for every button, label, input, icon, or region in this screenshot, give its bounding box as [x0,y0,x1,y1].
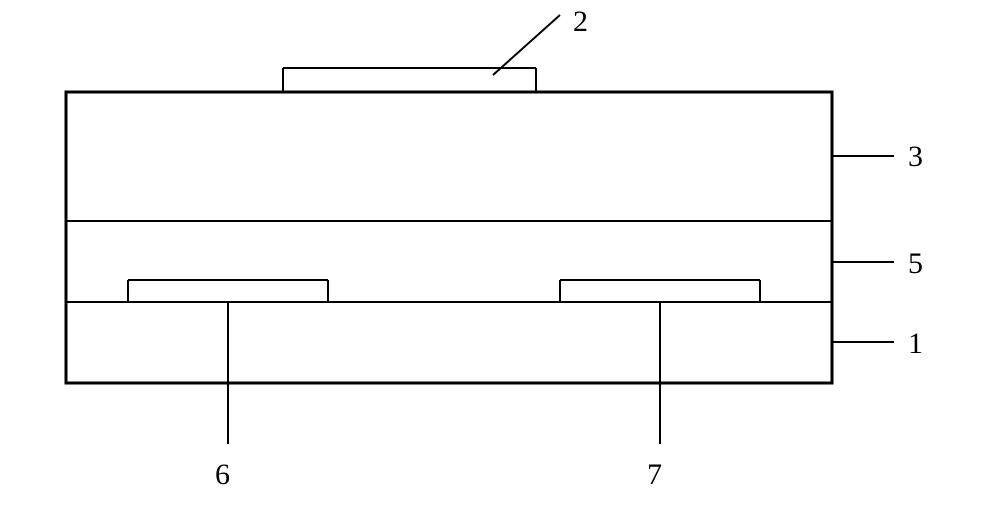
cross-section-diagram [0,0,1000,516]
label-1: 1 [908,327,923,361]
label-5: 5 [908,247,923,281]
label-2: 2 [573,5,588,39]
label-6: 6 [215,458,230,492]
label-7: 7 [647,458,662,492]
label-3: 3 [908,140,923,174]
